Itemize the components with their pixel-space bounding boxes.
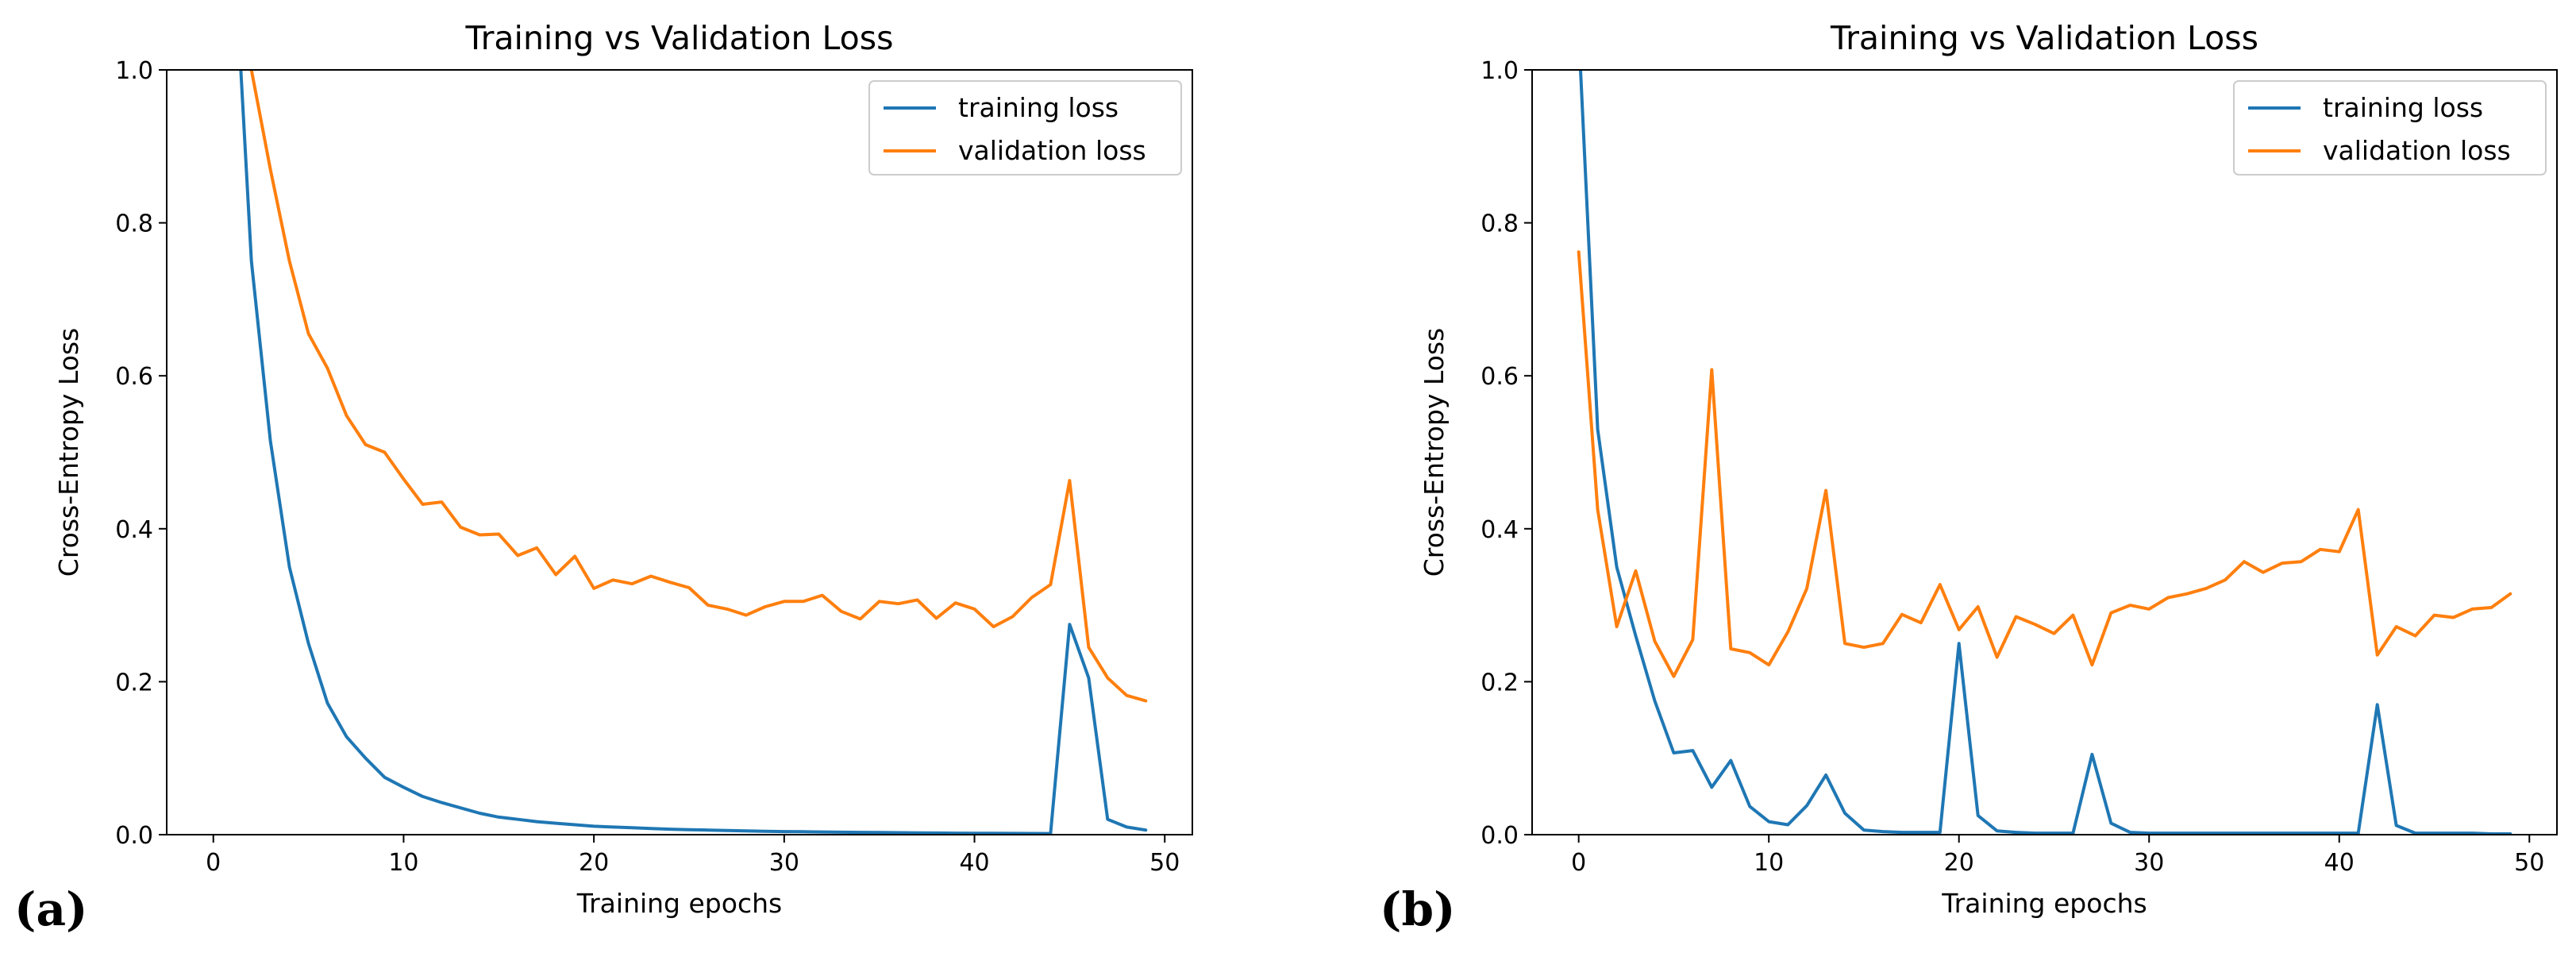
panel-a: 0 10 20 30 40 50 0.0 0.2 0.4 0.6 0.8 1.0 Training vs… xyxy=(14,19,1193,936)
x-axis-label: Training epochs xyxy=(576,888,782,919)
x-axis-label: Training epochs xyxy=(1941,888,2147,919)
y-tick-label: 0.6 xyxy=(1481,363,1519,391)
y-tick-label: 0.4 xyxy=(1481,516,1519,544)
y-axis-label: Cross-Entropy Loss xyxy=(1419,328,1450,577)
x-tick-label: 20 xyxy=(579,849,609,877)
y-tick-label: 0.2 xyxy=(1481,669,1519,696)
x-tick-label: 20 xyxy=(1944,849,1974,877)
panel-label: (b) xyxy=(1380,882,1455,936)
chart-title: Training vs Validation Loss xyxy=(1830,19,2258,57)
y-tick-label: 0.4 xyxy=(115,516,153,544)
legend-box xyxy=(2233,80,2547,176)
y-tick-label: 0.8 xyxy=(115,210,153,238)
panel-label: (a) xyxy=(14,882,87,936)
x-tick-label: 10 xyxy=(1754,849,1784,877)
y-axis-label: Cross-Entropy Loss xyxy=(53,328,84,577)
x-tick-label: 30 xyxy=(2134,849,2164,877)
y-tick-label: 1.0 xyxy=(1481,57,1519,85)
x-tick-label: 0 xyxy=(206,849,221,877)
y-tick-label: 0.0 xyxy=(1481,822,1519,850)
chart-title: Training vs Validation Loss xyxy=(465,19,894,57)
y-tick-label: 1.0 xyxy=(115,57,153,85)
legend-label-validation-loss: validation loss xyxy=(2323,135,2511,166)
axes-frame xyxy=(166,69,1193,835)
legend-label-training-loss: training loss xyxy=(2323,92,2483,123)
x-tick-label: 50 xyxy=(1149,849,1180,877)
legend-box xyxy=(868,80,1182,176)
x-tick-label: 0 xyxy=(1571,849,1586,877)
y-tick-label: 0.0 xyxy=(115,822,153,850)
legend: training loss validation loss xyxy=(2233,80,2547,176)
axes-frame xyxy=(1531,69,2558,835)
y-tick-label: 0.6 xyxy=(115,363,153,391)
panel-b: 0 10 20 30 40 50 0.0 0.2 0.4 0.6 0.8 1.0 Training vs… xyxy=(1380,19,2558,936)
series-line-training-loss xyxy=(1578,70,2512,835)
y-tick-label: 0.8 xyxy=(1481,210,1519,238)
x-tick-label: 40 xyxy=(959,849,989,877)
x-tick-label: 30 xyxy=(769,849,799,877)
series-line-validation-loss xyxy=(249,70,1148,703)
legend: training loss validation loss xyxy=(868,80,1182,176)
legend-label-validation-loss: validation loss xyxy=(958,135,1146,166)
y-tick-label: 0.2 xyxy=(115,669,153,696)
series-line-training-loss xyxy=(239,70,1148,835)
series-line-validation-loss xyxy=(1577,250,2512,678)
legend-label-training-loss: training loss xyxy=(958,92,1119,123)
x-tick-label: 50 xyxy=(2514,849,2544,877)
x-tick-label: 40 xyxy=(2324,849,2355,877)
x-tick-label: 10 xyxy=(388,849,418,877)
